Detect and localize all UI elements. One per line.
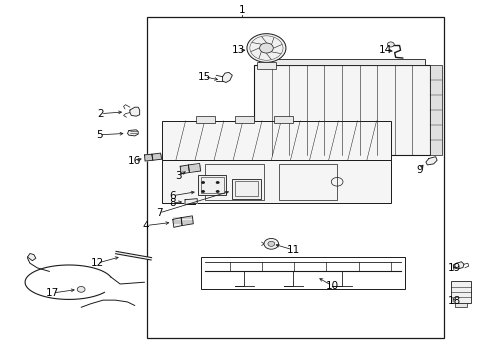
Circle shape	[215, 181, 219, 184]
Bar	[278, 164, 336, 200]
Bar	[189, 204, 192, 205]
Polygon shape	[130, 107, 140, 116]
Bar	[235, 181, 257, 197]
Circle shape	[264, 238, 278, 249]
Bar	[454, 303, 466, 307]
Bar	[201, 177, 223, 193]
Circle shape	[246, 34, 285, 62]
Bar	[205, 164, 264, 200]
Bar	[192, 204, 195, 205]
Circle shape	[267, 241, 274, 246]
Polygon shape	[425, 157, 436, 165]
Circle shape	[215, 190, 219, 193]
Polygon shape	[144, 154, 153, 161]
Polygon shape	[180, 165, 189, 174]
Text: 13: 13	[231, 45, 245, 55]
Polygon shape	[452, 262, 463, 269]
Polygon shape	[127, 130, 138, 136]
Bar	[198, 175, 226, 195]
Text: 4: 4	[142, 221, 149, 230]
Circle shape	[77, 287, 85, 292]
Bar	[200, 257, 405, 289]
Text: 7: 7	[156, 208, 162, 218]
Bar	[232, 179, 260, 199]
Text: 6: 6	[169, 191, 175, 201]
Text: 12: 12	[90, 258, 103, 268]
Text: 1: 1	[238, 5, 245, 15]
Text: 17: 17	[46, 288, 60, 298]
Polygon shape	[188, 163, 200, 172]
Circle shape	[201, 181, 204, 184]
Bar	[256, 62, 276, 69]
Bar	[450, 281, 470, 303]
Text: 2: 2	[97, 109, 104, 119]
Bar	[259, 59, 424, 65]
Polygon shape	[27, 253, 36, 261]
Bar	[161, 121, 390, 160]
Bar	[195, 116, 215, 123]
Text: 18: 18	[447, 296, 460, 306]
Bar	[273, 116, 293, 123]
Bar	[429, 65, 441, 155]
Text: 9: 9	[416, 165, 423, 175]
Text: 15: 15	[198, 72, 211, 82]
Text: 10: 10	[325, 281, 338, 291]
Bar	[161, 160, 390, 203]
Polygon shape	[181, 216, 193, 226]
Polygon shape	[172, 218, 182, 227]
Text: 14: 14	[379, 45, 392, 55]
Bar	[147, 17, 444, 338]
Text: 11: 11	[286, 245, 299, 255]
Polygon shape	[152, 153, 161, 160]
Circle shape	[259, 43, 273, 53]
Bar	[186, 204, 189, 205]
Text: 8: 8	[169, 198, 176, 208]
Text: 16: 16	[128, 156, 141, 166]
Text: 19: 19	[447, 263, 460, 273]
Text: 3: 3	[175, 171, 182, 181]
Circle shape	[386, 42, 393, 47]
Bar	[254, 65, 429, 155]
Bar	[234, 116, 254, 123]
Circle shape	[201, 190, 204, 193]
Polygon shape	[184, 199, 197, 204]
Polygon shape	[222, 72, 232, 82]
Text: 5: 5	[96, 130, 102, 140]
